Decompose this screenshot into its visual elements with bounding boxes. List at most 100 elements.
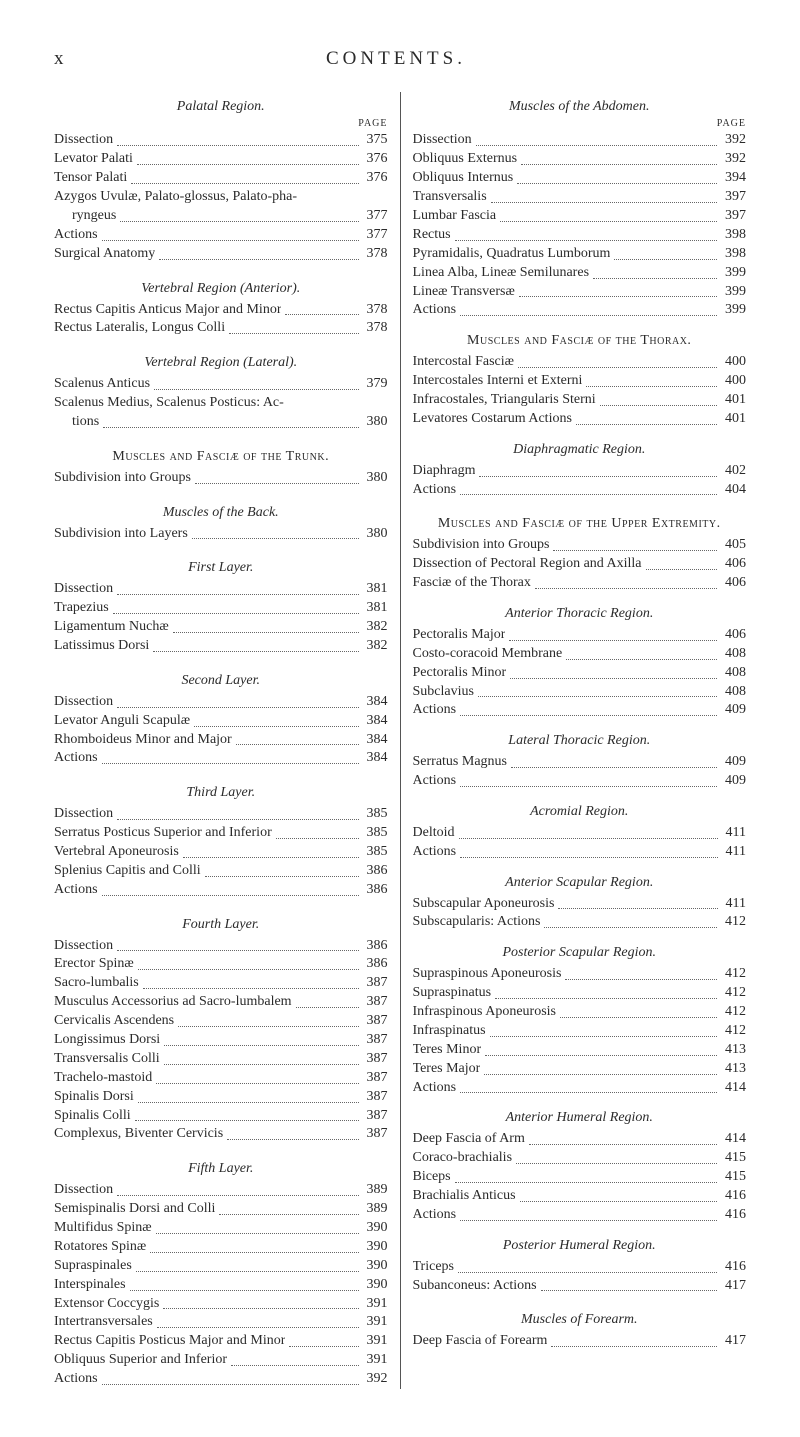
toc-entry: Longissimus Dorsi387 (54, 1031, 388, 1050)
entry-page: 417 (721, 1332, 746, 1351)
leader-dots (520, 1201, 717, 1202)
section-heading: Anterior Humeral Region. (413, 1109, 747, 1128)
entry-label: Levator Palati (54, 150, 133, 169)
toc-entry: Actions399 (413, 301, 747, 320)
entry-page: 378 (363, 245, 388, 264)
leader-dots (135, 1120, 359, 1121)
page-title: CONTENTS. (46, 48, 746, 70)
entry-page: 412 (721, 1003, 746, 1022)
leader-dots (138, 1102, 359, 1103)
toc-entry: Azygos Uvulæ, Palato-glossus, Palato-pha… (54, 188, 388, 207)
toc-entry: Sacro-lumbalis387 (54, 974, 388, 993)
entry-page: 399 (721, 301, 746, 320)
toc-entry: Vertebral Aponeurosis385 (54, 843, 388, 862)
toc-entry: Pyramidalis, Quadratus Lumborum398 (413, 245, 747, 264)
entry-label: Azygos Uvulæ, Palato-glossus, Palato-pha… (54, 189, 297, 204)
entry-page: 397 (721, 188, 746, 207)
toc-entry: Infracostales, Triangularis Sterni401 (413, 391, 747, 410)
entry-label: Serratus Magnus (413, 753, 508, 772)
entry-page: 390 (363, 1276, 388, 1295)
entry-page: 406 (721, 626, 746, 645)
entry-page: 387 (363, 1031, 388, 1050)
section-heading: Fifth Layer. (54, 1160, 388, 1179)
entry-page: 400 (721, 353, 746, 372)
entry-label: Intercostales Interni et Externi (413, 372, 583, 391)
entry-page: 414 (721, 1130, 746, 1149)
entry-page: 386 (363, 862, 388, 881)
section-heading: Second Layer. (54, 672, 388, 691)
toc-entry: Rhomboideus Minor and Major384 (54, 731, 388, 750)
entry-label: Subscapular Aponeurosis (413, 895, 555, 914)
leader-dots (178, 1026, 358, 1027)
entry-page: 400 (721, 372, 746, 391)
toc-entry: Fasciæ of the Thorax406 (413, 574, 747, 593)
leader-dots (553, 550, 717, 551)
toc-entry: Complexus, Biventer Cervicis387 (54, 1125, 388, 1144)
entry-label: Lineæ Transversæ (413, 283, 515, 302)
toc-entry: Obliquus Internus 394 (413, 169, 747, 188)
entry-label: Actions (413, 772, 457, 791)
section-heading: Muscles and Fasciæ of the Upper Extremit… (413, 515, 747, 534)
leader-dots (102, 763, 359, 764)
leader-dots (296, 1007, 359, 1008)
leader-dots (117, 1195, 358, 1196)
section-heading: Muscles and Fasciæ of the Trunk. (54, 448, 388, 467)
leader-dots (491, 202, 717, 203)
entry-page: 417 (721, 1277, 746, 1296)
spacer (413, 1295, 747, 1305)
entry-page: 384 (363, 731, 388, 750)
toc-entry: Supraspinous Aponeurosis 412 (413, 965, 747, 984)
entry-page: 382 (363, 618, 388, 637)
entry-label: Dissection (54, 693, 113, 712)
entry-label: Actions (413, 1079, 457, 1098)
leader-dots (130, 1290, 359, 1291)
columns-container: Palatal Region.PAGEDissection375Levator … (54, 92, 746, 1389)
entry-label: Dissection (54, 1181, 113, 1200)
entry-page: 387 (363, 1050, 388, 1069)
entry-label: Interspinales (54, 1276, 126, 1295)
leader-dots (195, 483, 359, 484)
spacer (413, 499, 747, 509)
entry-page: 412 (721, 965, 746, 984)
entry-page: 378 (363, 319, 388, 338)
entry-label: Obliquus Internus (413, 169, 514, 188)
entry-label: Multifidus Spinæ (54, 1219, 152, 1238)
entry-label: Actions (413, 701, 457, 720)
section-heading: Lateral Thoracic Region. (413, 732, 747, 751)
toc-entry: Surgical Anatomy378 (54, 245, 388, 264)
spacer (54, 338, 388, 348)
leader-dots (484, 1074, 717, 1075)
leader-dots (137, 164, 359, 165)
entry-label: Biceps (413, 1168, 451, 1187)
toc-entry: Interspinales 390 (54, 1276, 388, 1295)
leader-dots (276, 838, 359, 839)
toc-entry: Multifidus Spinæ390 (54, 1219, 388, 1238)
entry-page: 390 (363, 1238, 388, 1257)
entry-page: 416 (721, 1258, 746, 1277)
entry-label: Supraspinous Aponeurosis (413, 965, 562, 984)
section-heading: Third Layer. (54, 784, 388, 803)
leader-dots (150, 1252, 358, 1253)
toc-entry: Scalenus Medius, Scalenus Posticus: Ac- (54, 394, 388, 413)
toc-entry: Ligamentum Nuchæ382 (54, 618, 388, 637)
entry-page: 408 (721, 683, 746, 702)
toc-entry: Lumbar Fascia397 (413, 207, 747, 226)
entry-page: 377 (363, 226, 388, 245)
entry-page: 392 (363, 1370, 388, 1389)
section-heading: Anterior Scapular Region. (413, 874, 747, 893)
leader-dots (519, 296, 717, 297)
leader-dots (460, 315, 717, 316)
leader-dots (576, 424, 717, 425)
entry-page: 387 (363, 1125, 388, 1144)
entry-page: 379 (363, 375, 388, 394)
entry-page: 380 (363, 469, 388, 488)
entry-page: 411 (722, 843, 746, 862)
toc-entry: Actions411 (413, 843, 747, 862)
toc-entry: Actions386 (54, 881, 388, 900)
entry-page: 394 (721, 169, 746, 188)
document-page: x CONTENTS. Palatal Region.PAGEDissectio… (0, 0, 800, 1437)
toc-entry: Subdivision into Layers380 (54, 525, 388, 544)
entry-page: 391 (363, 1295, 388, 1314)
leader-dots (529, 1144, 717, 1145)
leader-dots (600, 405, 717, 406)
